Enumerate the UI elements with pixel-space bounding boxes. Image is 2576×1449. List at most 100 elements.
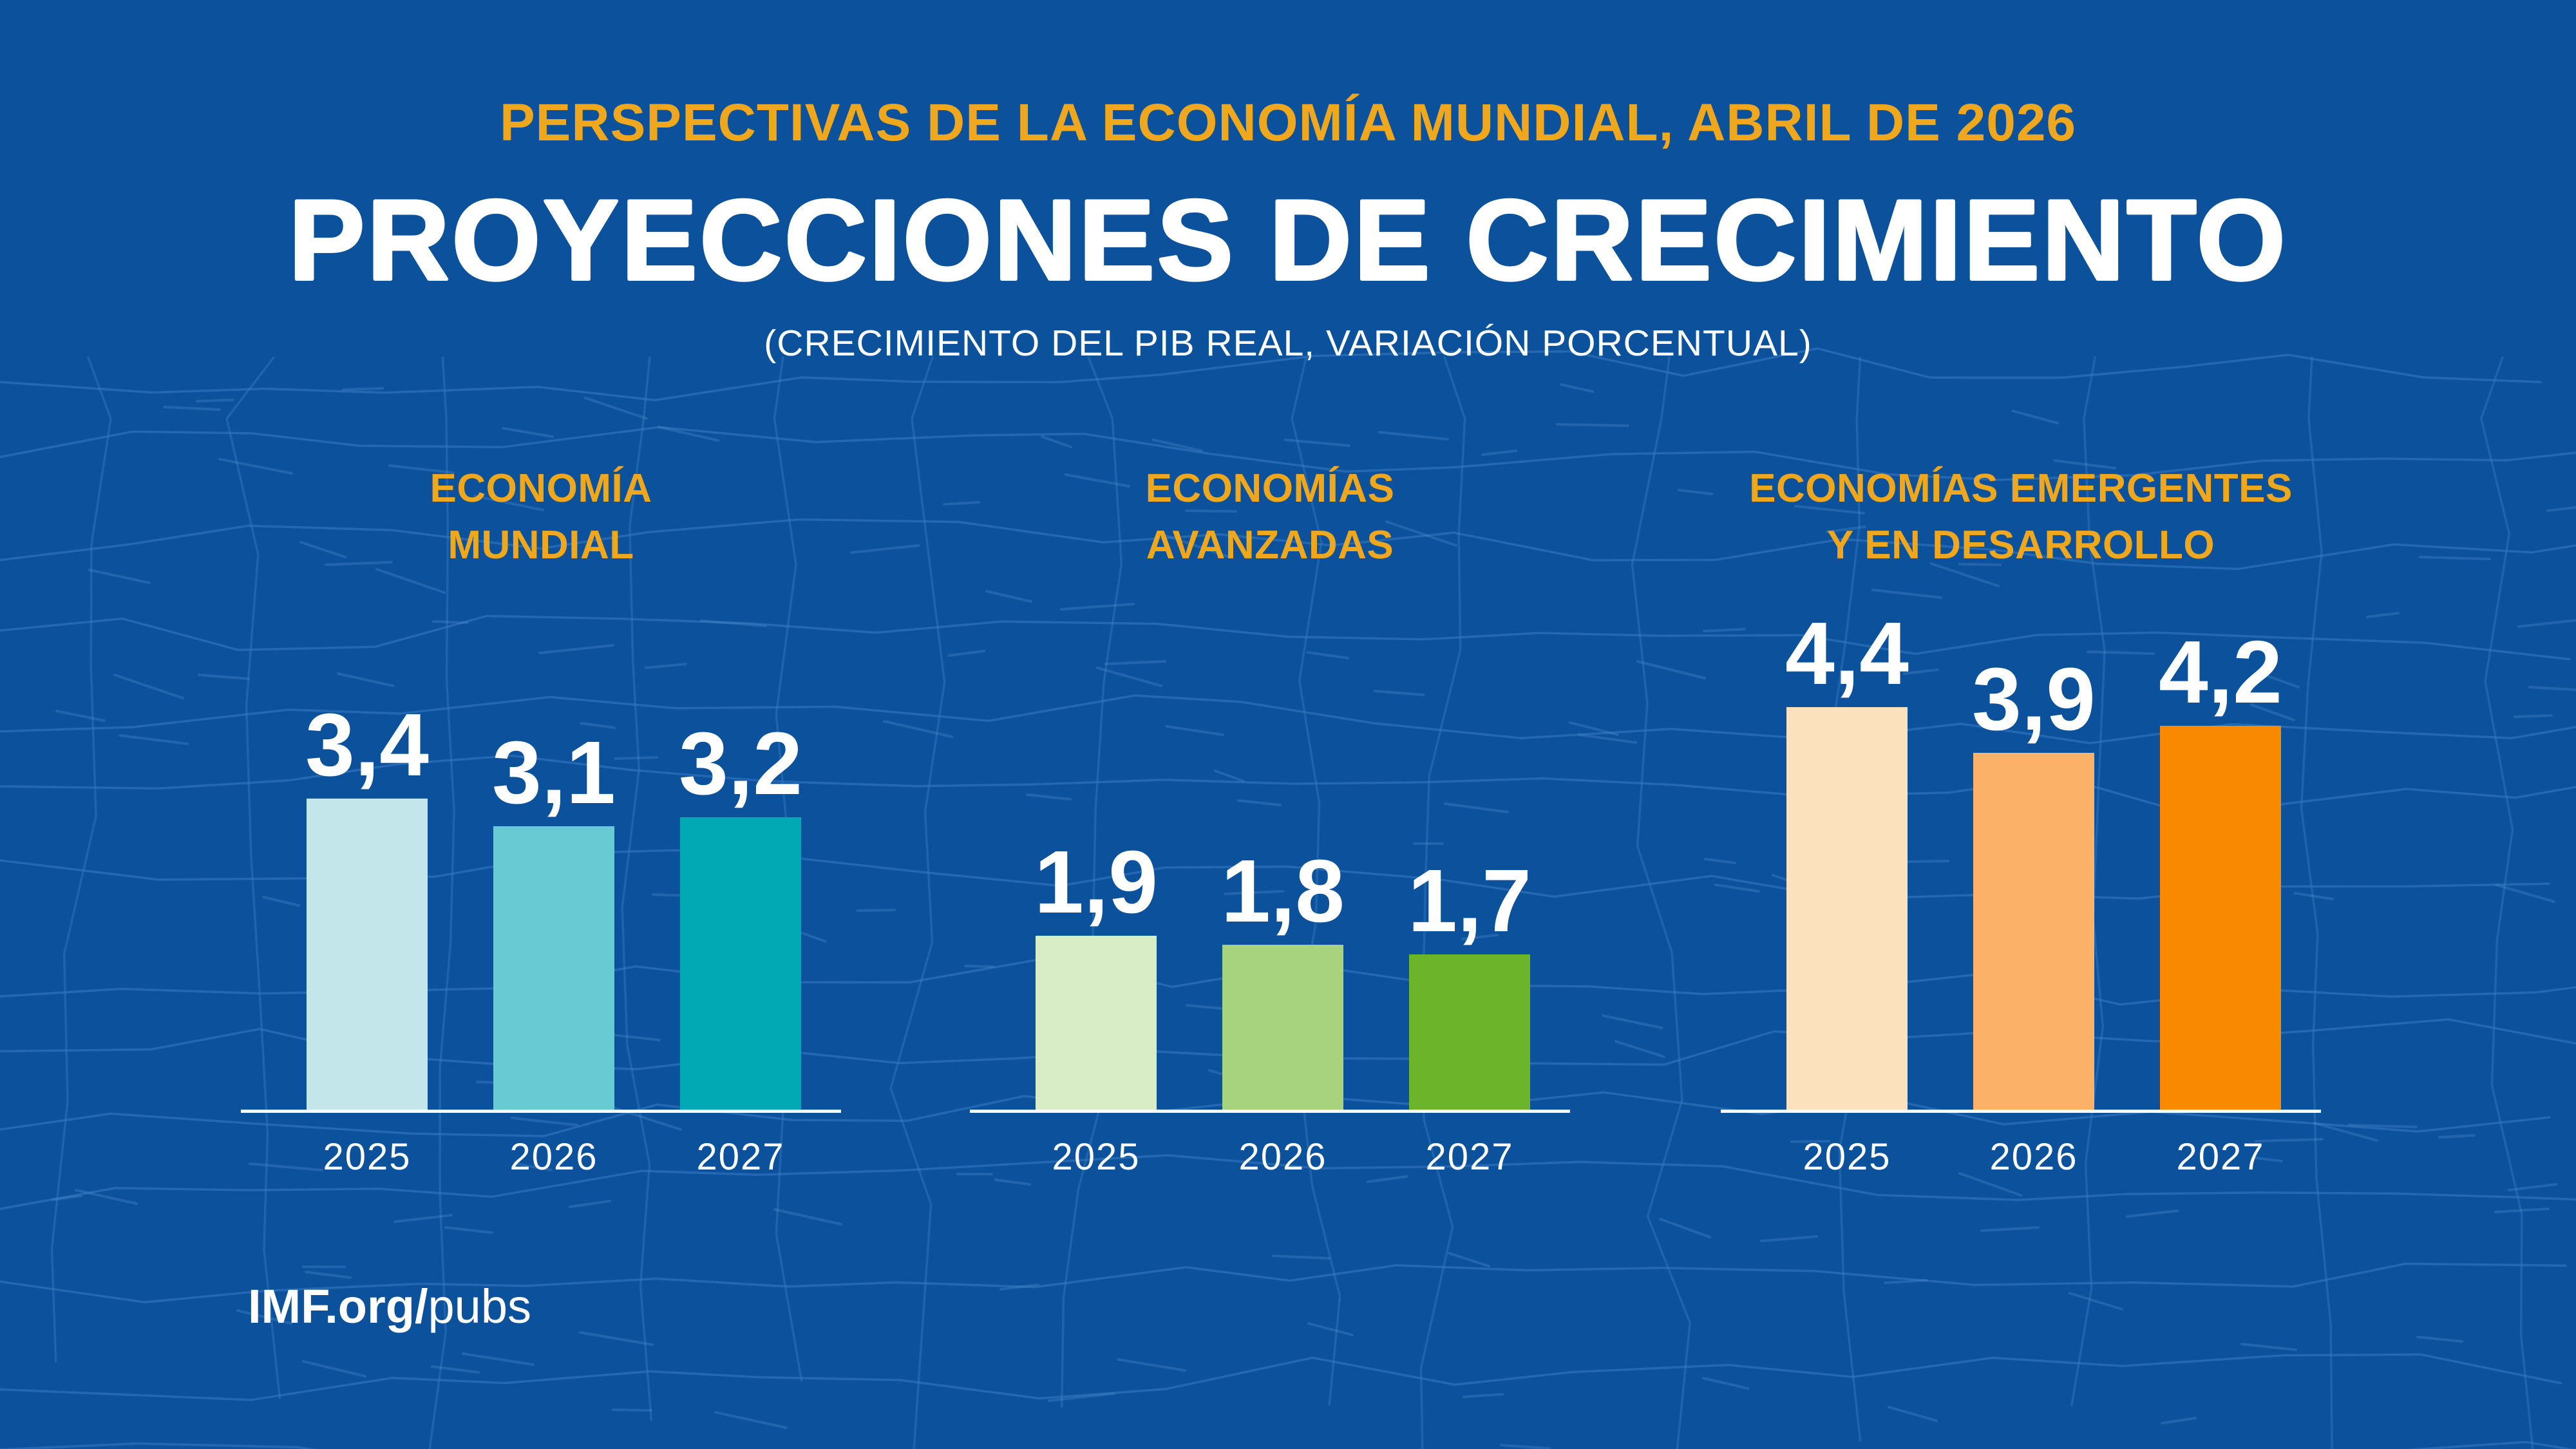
pattern-line [1161, 533, 1229, 558]
pattern-line [889, 356, 946, 1449]
bar [680, 817, 801, 1110]
pattern-line [262, 896, 300, 907]
pattern-line [1152, 439, 1203, 452]
pattern-line [473, 495, 544, 511]
pattern-line [2011, 410, 2059, 424]
pattern-line [444, 1226, 493, 1234]
pattern-line [1659, 1218, 1711, 1238]
pattern-line [1760, 1235, 1818, 1242]
pattern-line [511, 1117, 578, 1126]
bar [1409, 954, 1530, 1110]
bar-value-label: 4,4 [1785, 604, 1909, 703]
pattern-line [1481, 450, 1517, 456]
bar [307, 799, 428, 1110]
imf-url-bold: IMF.org/ [248, 1280, 428, 1333]
pattern-line [0, 1154, 2576, 1210]
pattern-line [1284, 439, 1350, 447]
pattern-line [1291, 356, 1341, 1406]
group-title-line2: MUNDIAL [448, 523, 634, 568]
pattern-line [700, 620, 767, 627]
pattern-line [388, 464, 455, 474]
pattern-line [850, 544, 920, 554]
pattern-line [0, 1262, 2567, 1303]
pattern-line [1104, 660, 1166, 665]
pattern-line [1678, 489, 1713, 495]
pattern-line [0, 347, 2542, 402]
bar [1973, 753, 2094, 1110]
pattern-line [2517, 619, 2576, 628]
bar [1036, 936, 1157, 1110]
pattern-line [580, 722, 616, 729]
year-label: 2027 [696, 1136, 785, 1178]
pattern-line [1569, 721, 1619, 736]
pattern-line [1060, 603, 1135, 611]
pattern-line [2514, 714, 2553, 718]
pattern-line [75, 1189, 138, 1205]
pattern-line [994, 1179, 1031, 1186]
bar-value-label: 3,9 [1972, 650, 2096, 749]
year-label: 2027 [2176, 1136, 2265, 1178]
bar-column-2025: 3,4 [305, 701, 429, 1110]
pattern-line [2546, 506, 2576, 512]
pattern-line [55, 710, 106, 722]
bar-column-2027: 4,2 [2159, 623, 2282, 1110]
x-axis-line [241, 1110, 841, 1113]
pattern-line [0, 1353, 2562, 1401]
pattern-line [2479, 356, 2534, 1449]
pattern-line [2249, 703, 2295, 721]
pattern-line [1790, 1140, 1830, 1143]
pattern-line [325, 561, 393, 566]
pattern-line [1026, 793, 1072, 800]
pattern-line [1214, 770, 1245, 782]
bar-column-2026: 1,8 [1221, 847, 1345, 1110]
x-axis-line [970, 1110, 1570, 1113]
pattern-line [985, 590, 1032, 603]
bar-column-2025: 1,9 [1034, 838, 1158, 1110]
pattern-line [1367, 1175, 1408, 1183]
report-kicker: PERSPECTIVAS DE LA ECONOMÍA MUNDIAL, ABR… [499, 93, 2077, 152]
pattern-line [1060, 356, 1123, 1408]
pattern-line [198, 674, 250, 680]
bars-area: 1,9 1,8 1,7 [970, 451, 1570, 1110]
pattern-line [1166, 725, 1224, 736]
pattern-line [1237, 799, 1282, 806]
pattern-line [584, 397, 648, 420]
pattern-line [1958, 1172, 2022, 1197]
bar-value-label: 3,1 [492, 723, 616, 822]
pattern-line [432, 620, 469, 624]
x-axis-labels: 2025 2026 2027 [241, 1135, 841, 1180]
pattern-line [943, 501, 980, 506]
year-label: 2025 [1052, 1136, 1141, 1178]
bar-column-2027: 1,7 [1408, 851, 1531, 1110]
pattern-line [113, 674, 184, 699]
pattern-line [118, 734, 189, 745]
pattern-line [1980, 1226, 2040, 1232]
bar-value-label: 1,7 [1408, 851, 1531, 951]
bar [1222, 945, 1343, 1110]
pattern-line [1929, 562, 2000, 587]
bars-area: 4,4 3,9 4,2 [1721, 451, 2321, 1110]
pattern-line [2348, 1124, 2418, 1128]
pattern-line [299, 541, 346, 558]
pattern-line [1958, 563, 2002, 566]
pattern-line [2240, 1343, 2297, 1351]
imf-pubs-url: IMF.org/pubs [248, 1280, 531, 1332]
pattern-line [375, 568, 446, 594]
pattern-line [462, 1352, 535, 1366]
bar [2160, 726, 2281, 1110]
pattern-line [1448, 1252, 1490, 1267]
pattern-line [2126, 1209, 2179, 1218]
pattern-line [2528, 686, 2576, 691]
chart-group-world: ECONOMÍA MUNDIAL 3,4 3,1 3,2 2025 2026 2027 [241, 451, 841, 1256]
bar-value-label: 4,2 [2159, 623, 2282, 722]
bar-column-2026: 3,9 [1972, 650, 2096, 1110]
pattern-line [2416, 1336, 2463, 1343]
pattern-line [2494, 1208, 2550, 1213]
pattern-line [1374, 690, 1425, 696]
x-axis-line [1721, 1110, 2321, 1113]
pattern-line [1602, 1014, 1663, 1029]
pattern-line [2254, 1157, 2283, 1162]
pattern-line [773, 1208, 842, 1226]
pattern-line [2255, 1138, 2324, 1142]
